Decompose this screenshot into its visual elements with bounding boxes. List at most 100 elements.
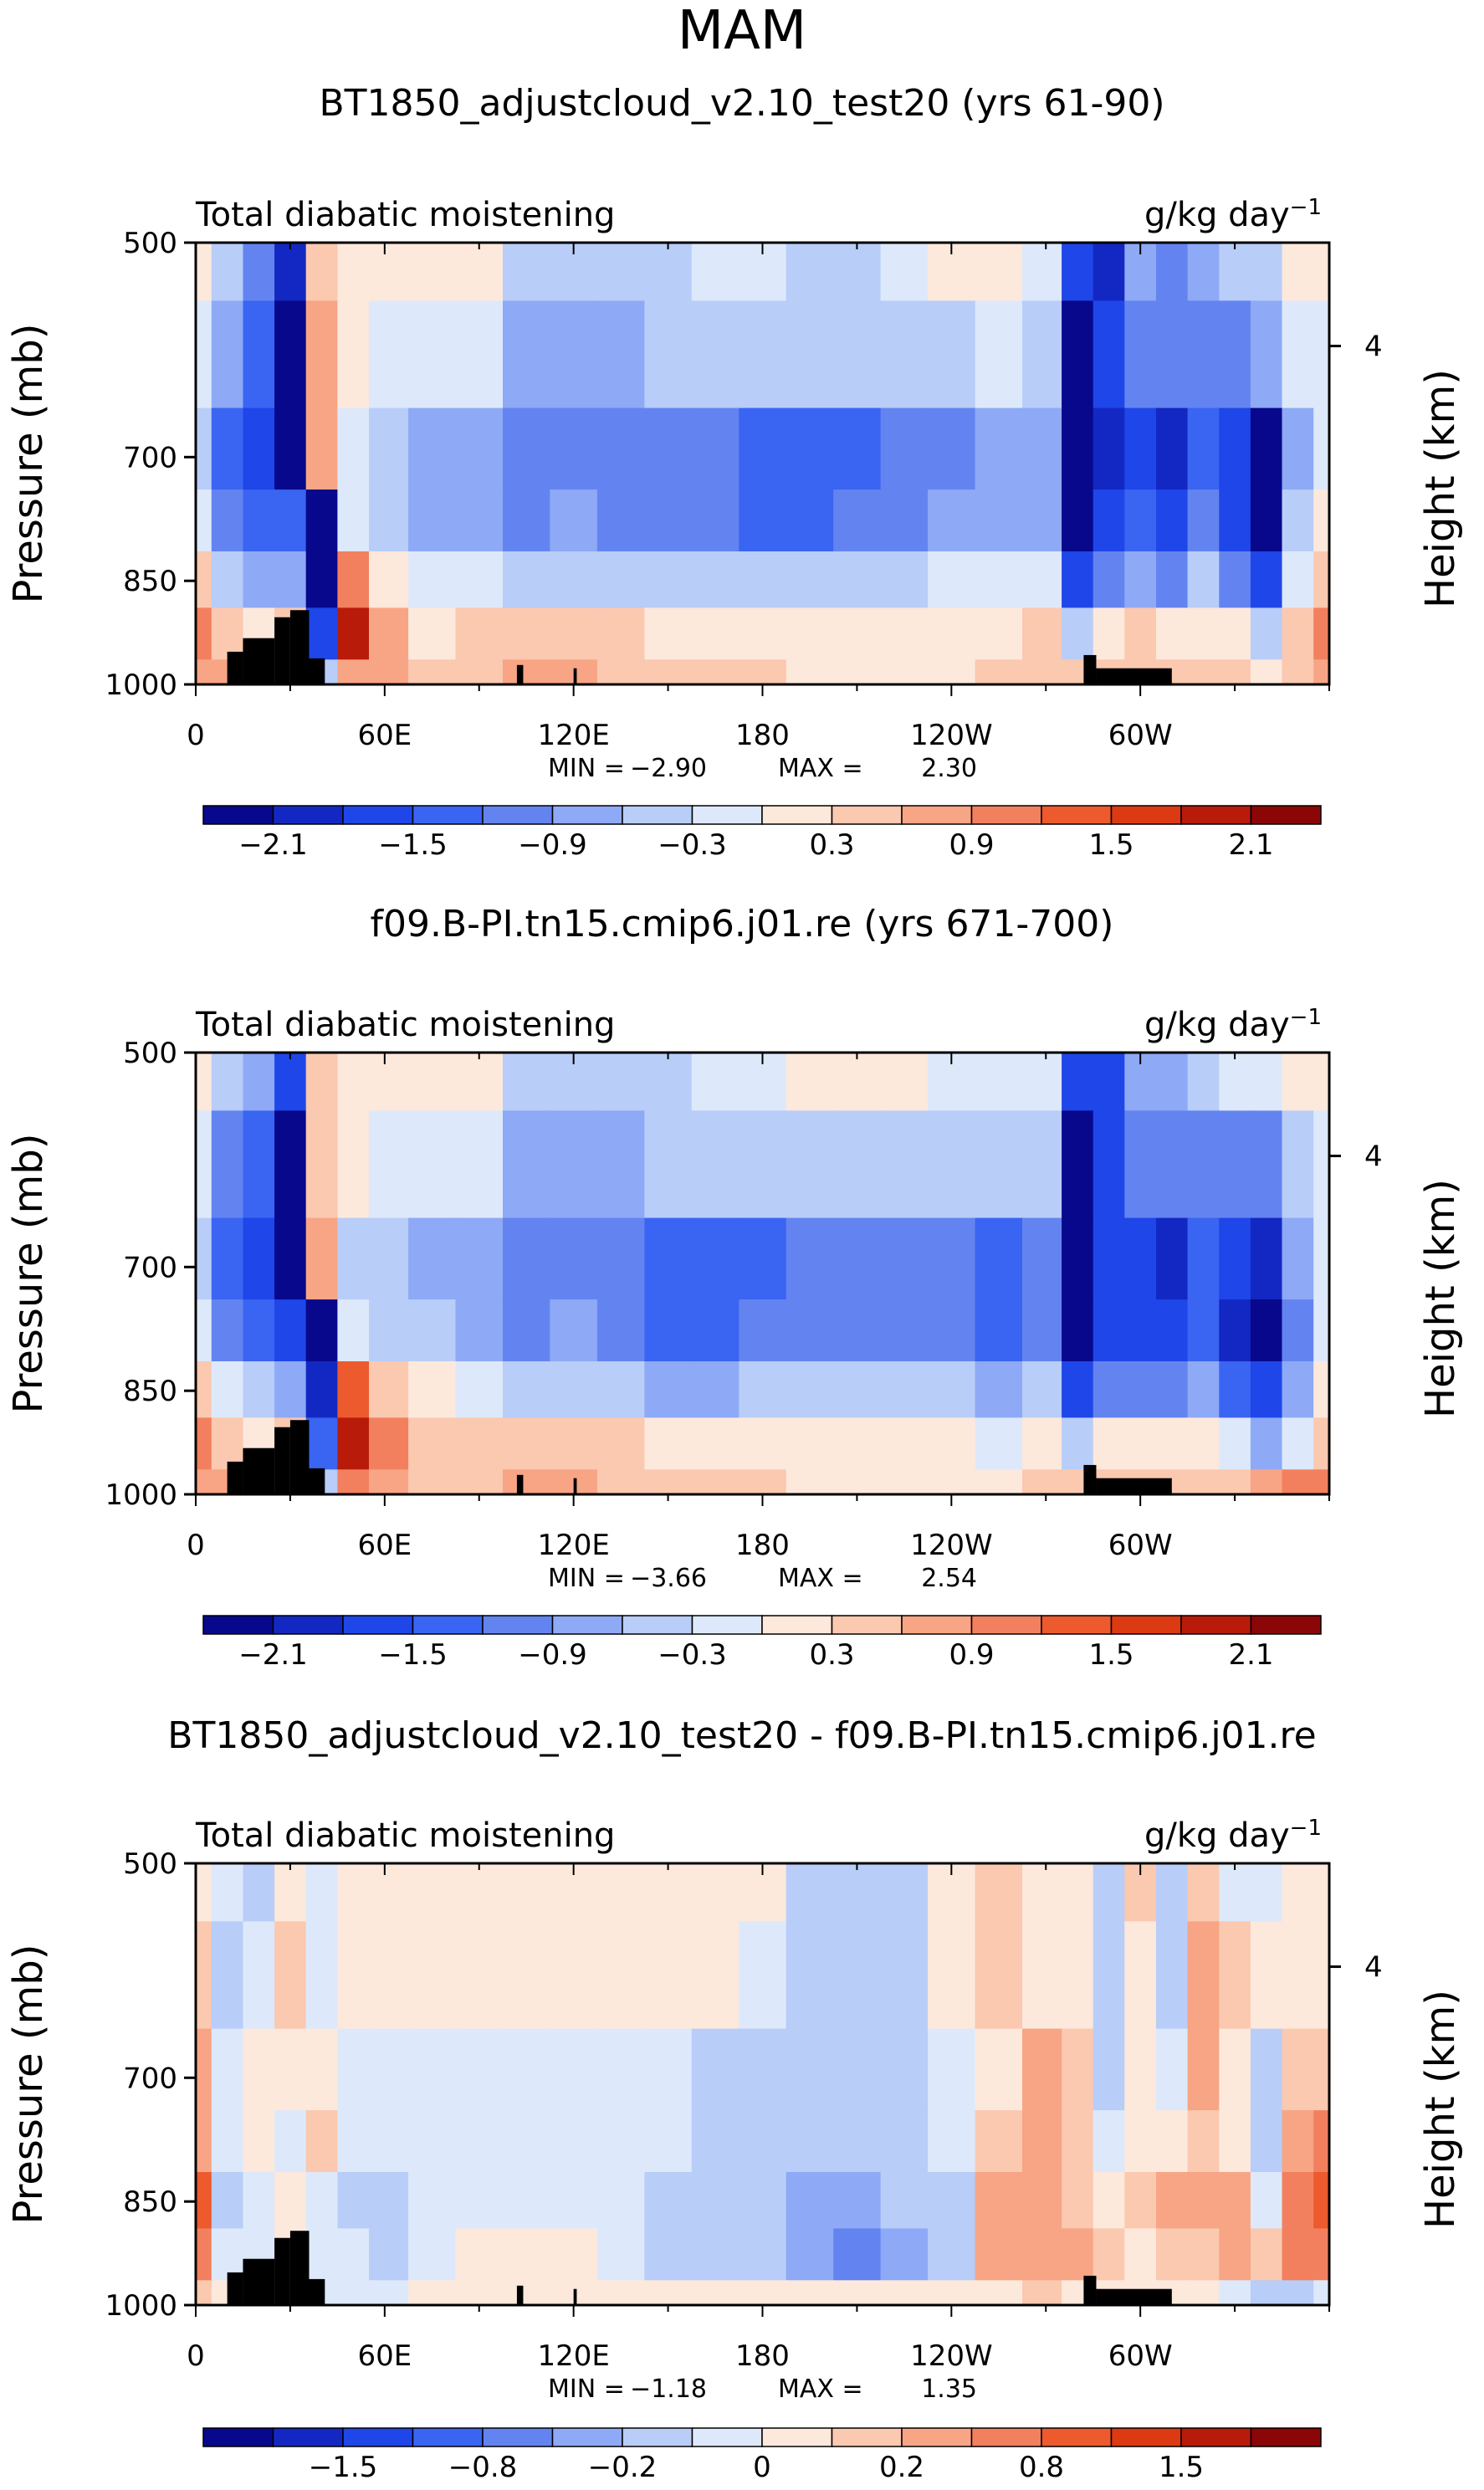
contour-cell [196, 551, 212, 609]
contour-cell [503, 607, 551, 661]
x-tick-label: 120W [910, 719, 993, 752]
colorbar-swatch [482, 805, 554, 825]
contour-cell [369, 1053, 409, 1112]
contour-cell [211, 300, 244, 409]
contour-cell [1313, 1299, 1330, 1362]
contour-cell [1156, 1299, 1189, 1362]
contour-cell [1156, 2110, 1189, 2173]
contour-cell [455, 489, 504, 552]
contour-cell [369, 2280, 409, 2306]
contour-cell [369, 2028, 409, 2111]
contour-cell [644, 2028, 693, 2111]
contour-cell [1093, 551, 1126, 609]
contour-cell [1093, 243, 1126, 302]
x-tick-label: 0 [187, 1529, 205, 1562]
panel-title: f09.B-PI.tn15.cmip6.j01.re (yrs 671-700) [371, 903, 1114, 945]
colorbar-swatch [551, 1615, 623, 1635]
contour-cell [243, 2110, 275, 2173]
contour-cell [1250, 243, 1283, 302]
contour-cell [211, 1863, 244, 1923]
contour-cell [644, 1217, 693, 1300]
colorbar-swatch [342, 805, 414, 825]
contour-cell [1250, 1863, 1283, 1923]
contour-cell [550, 1921, 598, 2030]
colorbar-swatch [1250, 1615, 1322, 1635]
contour-cell [975, 551, 1023, 609]
contour-cell [1093, 1299, 1126, 1362]
colorbar-swatch [901, 2427, 973, 2447]
contour-cell [274, 243, 307, 302]
y-tick-label: 1000 [105, 1478, 177, 1512]
colorbar-swatch [412, 1615, 484, 1635]
contour-cell [455, 1110, 504, 1219]
contour-cell [274, 300, 307, 409]
contour-cell [1093, 1417, 1126, 1471]
contour-cell [243, 407, 275, 490]
contour-cell [785, 2172, 834, 2230]
contour-cell [1219, 1110, 1251, 1219]
y-axis-title: Pressure (mb) [5, 324, 52, 604]
contour-cell [337, 1921, 370, 2030]
contour-cell [503, 489, 551, 552]
contour-cell [596, 2172, 646, 2230]
contour-cell [1062, 1921, 1094, 2030]
contour-cell [211, 243, 244, 302]
contour-cell [305, 1417, 339, 1471]
contour-cell [928, 1217, 976, 1300]
contour-cell [211, 1361, 244, 1419]
contour-cell [691, 2172, 740, 2230]
contour-field [196, 1863, 1330, 2306]
contour-cell [1124, 2228, 1157, 2282]
contour-cell [691, 1921, 740, 2030]
colorbar-swatch [482, 2427, 554, 2447]
contour-cell [305, 1361, 339, 1419]
contour-cell [243, 551, 275, 609]
contour-cell [503, 1217, 551, 1300]
contour-cell [369, 300, 409, 409]
y-tick-label: 500 [123, 1847, 177, 1881]
contour-cell [1187, 1217, 1220, 1300]
terrain-block [243, 1447, 275, 1494]
contour-cell [1282, 489, 1314, 552]
contour-cell [1124, 2028, 1157, 2111]
max-label: MAX = [778, 1564, 863, 1593]
colorbar-label: 0.3 [809, 1638, 854, 1672]
contour-cell [305, 1299, 339, 1362]
panel-title: BT1850_adjustcloud_v2.10_test20 (yrs 61-… [319, 82, 1164, 125]
contour-cell [1187, 2028, 1220, 2111]
contour-cell [305, 551, 339, 609]
contour-cell [785, 1299, 834, 1362]
contour-cell [691, 2280, 740, 2306]
contour-cell [305, 1921, 339, 2030]
contour-cell [1219, 1361, 1251, 1419]
colorbar-swatch [412, 2427, 484, 2447]
contour-cell [739, 1361, 787, 1419]
contour-cell [408, 2228, 457, 2282]
contour-cell [550, 607, 598, 661]
contour-cell [880, 1053, 929, 1112]
contour-cell [1219, 300, 1251, 409]
contour-cell [833, 2228, 882, 2282]
contour-cell [1313, 2172, 1330, 2230]
units-base: g/kg day [1144, 196, 1290, 234]
contour-cell [691, 1299, 740, 1362]
contour-cell [596, 1361, 646, 1419]
terrain-mask [227, 2231, 1172, 2305]
contour-cell [550, 300, 598, 409]
contour-cell [1219, 2028, 1251, 2111]
contour-cell [833, 1053, 882, 1112]
contour-cell [596, 243, 646, 302]
x-tick-label: 180 [735, 719, 790, 752]
colorbar-swatch [691, 2427, 763, 2447]
contour-cell [1250, 2280, 1283, 2306]
contour-cell [1062, 2172, 1094, 2230]
colorbar-swatch [622, 2427, 693, 2447]
contour-cell [975, 1863, 1023, 1923]
contour-cell [596, 1921, 646, 2030]
contour-cell [880, 551, 929, 609]
contour-cell [196, 2280, 212, 2306]
contour-cell [1219, 243, 1251, 302]
contour-cell [337, 607, 370, 661]
contour-cell [785, 2110, 834, 2173]
contour-cell [369, 659, 409, 685]
